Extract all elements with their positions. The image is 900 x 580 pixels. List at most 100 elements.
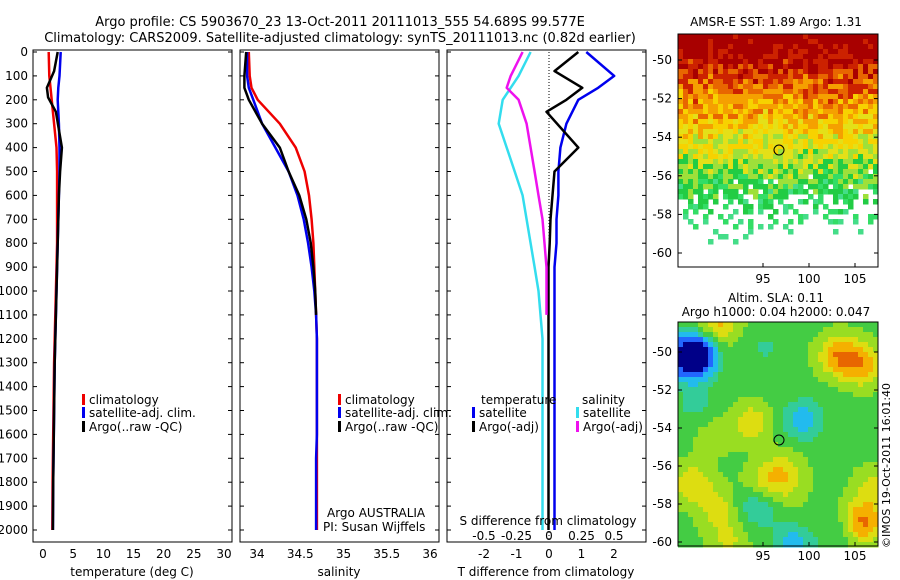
sla-cell	[688, 532, 694, 538]
sla-cell	[808, 367, 814, 373]
sla-cell	[868, 427, 874, 433]
sla-cell	[758, 527, 764, 533]
sla-cell	[853, 437, 859, 443]
sla-cell	[798, 382, 804, 388]
legend-climatology-label: climatology	[89, 393, 159, 407]
sst-cell	[688, 59, 694, 65]
sla-cell	[808, 417, 814, 423]
sla-cell	[768, 372, 774, 378]
sst-cell	[713, 154, 719, 160]
sst-cell	[863, 89, 869, 95]
sst-cell	[773, 64, 779, 70]
sst-cell	[763, 119, 769, 125]
sla-cell	[813, 472, 819, 478]
sst-cell	[758, 199, 764, 205]
sla-cell	[783, 452, 789, 458]
sla-cell	[768, 477, 774, 483]
sla-cell	[768, 447, 774, 453]
depth-tick-label: 1400	[0, 380, 28, 394]
sla-cell	[793, 352, 799, 358]
sst-cell	[833, 119, 839, 125]
temperature-tick-label: 20	[156, 547, 171, 561]
sla-cell	[698, 412, 704, 418]
sst-cell	[868, 84, 874, 90]
sst-cell	[803, 214, 809, 220]
sla-cell	[868, 432, 874, 438]
sst-cell	[803, 154, 809, 160]
sst-cell	[683, 149, 689, 155]
sst-cell	[713, 159, 719, 165]
sst-cell	[768, 149, 774, 155]
sla-cell	[808, 537, 814, 543]
sla-cell	[798, 427, 804, 433]
temperature-tick-label: 30	[216, 547, 231, 561]
sla-cell	[718, 322, 724, 328]
sla-cell	[803, 322, 809, 328]
sla-cell	[768, 457, 774, 463]
sst-cell	[863, 169, 869, 175]
sla-cell	[738, 527, 744, 533]
sst-cell	[778, 119, 784, 125]
sla-cell	[773, 492, 779, 498]
sst-cell	[708, 124, 714, 130]
sst-cell	[728, 69, 734, 75]
sla-cell	[703, 497, 709, 503]
sst-cell	[818, 104, 824, 110]
sla-cell	[743, 387, 749, 393]
sst-cell	[818, 189, 824, 195]
sst-cell	[753, 139, 759, 145]
sst-cell	[798, 154, 804, 160]
sla-cell	[758, 357, 764, 363]
sla-cell	[783, 427, 789, 433]
sst-cell	[778, 164, 784, 170]
sla-cell	[843, 427, 849, 433]
sst-cell	[803, 59, 809, 65]
sla-cell	[828, 512, 834, 518]
sst-cell	[788, 149, 794, 155]
sst-cell	[768, 64, 774, 70]
sst-cell	[763, 169, 769, 175]
sla-cell	[868, 522, 874, 528]
map-lat-tick-label: -58	[652, 207, 672, 221]
sst-cell	[718, 64, 724, 70]
sla-cell	[783, 412, 789, 418]
sla-cell	[823, 347, 829, 353]
sla-cell	[853, 372, 859, 378]
sla-cell	[698, 492, 704, 498]
sst-cell	[848, 134, 854, 140]
sla-cell	[743, 507, 749, 513]
sst-cell	[713, 79, 719, 85]
sst-cell	[758, 64, 764, 70]
sla-cell	[763, 392, 769, 398]
sla-cell	[758, 487, 764, 493]
sst-cell	[708, 94, 714, 100]
sst-cell	[873, 59, 879, 65]
sla-cell	[703, 372, 709, 378]
sst-cell	[783, 104, 789, 110]
sla-cell	[768, 497, 774, 503]
sst-cell	[778, 134, 784, 140]
sst-cell	[693, 114, 699, 120]
sst-cell	[868, 134, 874, 140]
sla-cell	[818, 507, 824, 513]
sla-cell	[708, 502, 714, 508]
sst-cell	[713, 134, 719, 140]
sst-cell	[753, 104, 759, 110]
sst-cell	[748, 134, 754, 140]
sst-cell	[838, 209, 844, 215]
sla-cell	[773, 472, 779, 478]
sst-cell	[703, 54, 709, 60]
sst-cell	[758, 69, 764, 75]
sst-cell	[873, 179, 879, 185]
sla-cell	[688, 362, 694, 368]
legend-s-argo-label: Argo(-adj)	[583, 420, 643, 434]
sla-cell	[853, 322, 859, 328]
sst-cell	[723, 59, 729, 65]
sst-cell	[863, 69, 869, 75]
sla-cell	[793, 392, 799, 398]
difference-plot-frame	[446, 49, 647, 543]
sst-cell	[743, 99, 749, 105]
sla-cell	[713, 342, 719, 348]
sla-cell	[823, 477, 829, 483]
sla-cell	[763, 447, 769, 453]
